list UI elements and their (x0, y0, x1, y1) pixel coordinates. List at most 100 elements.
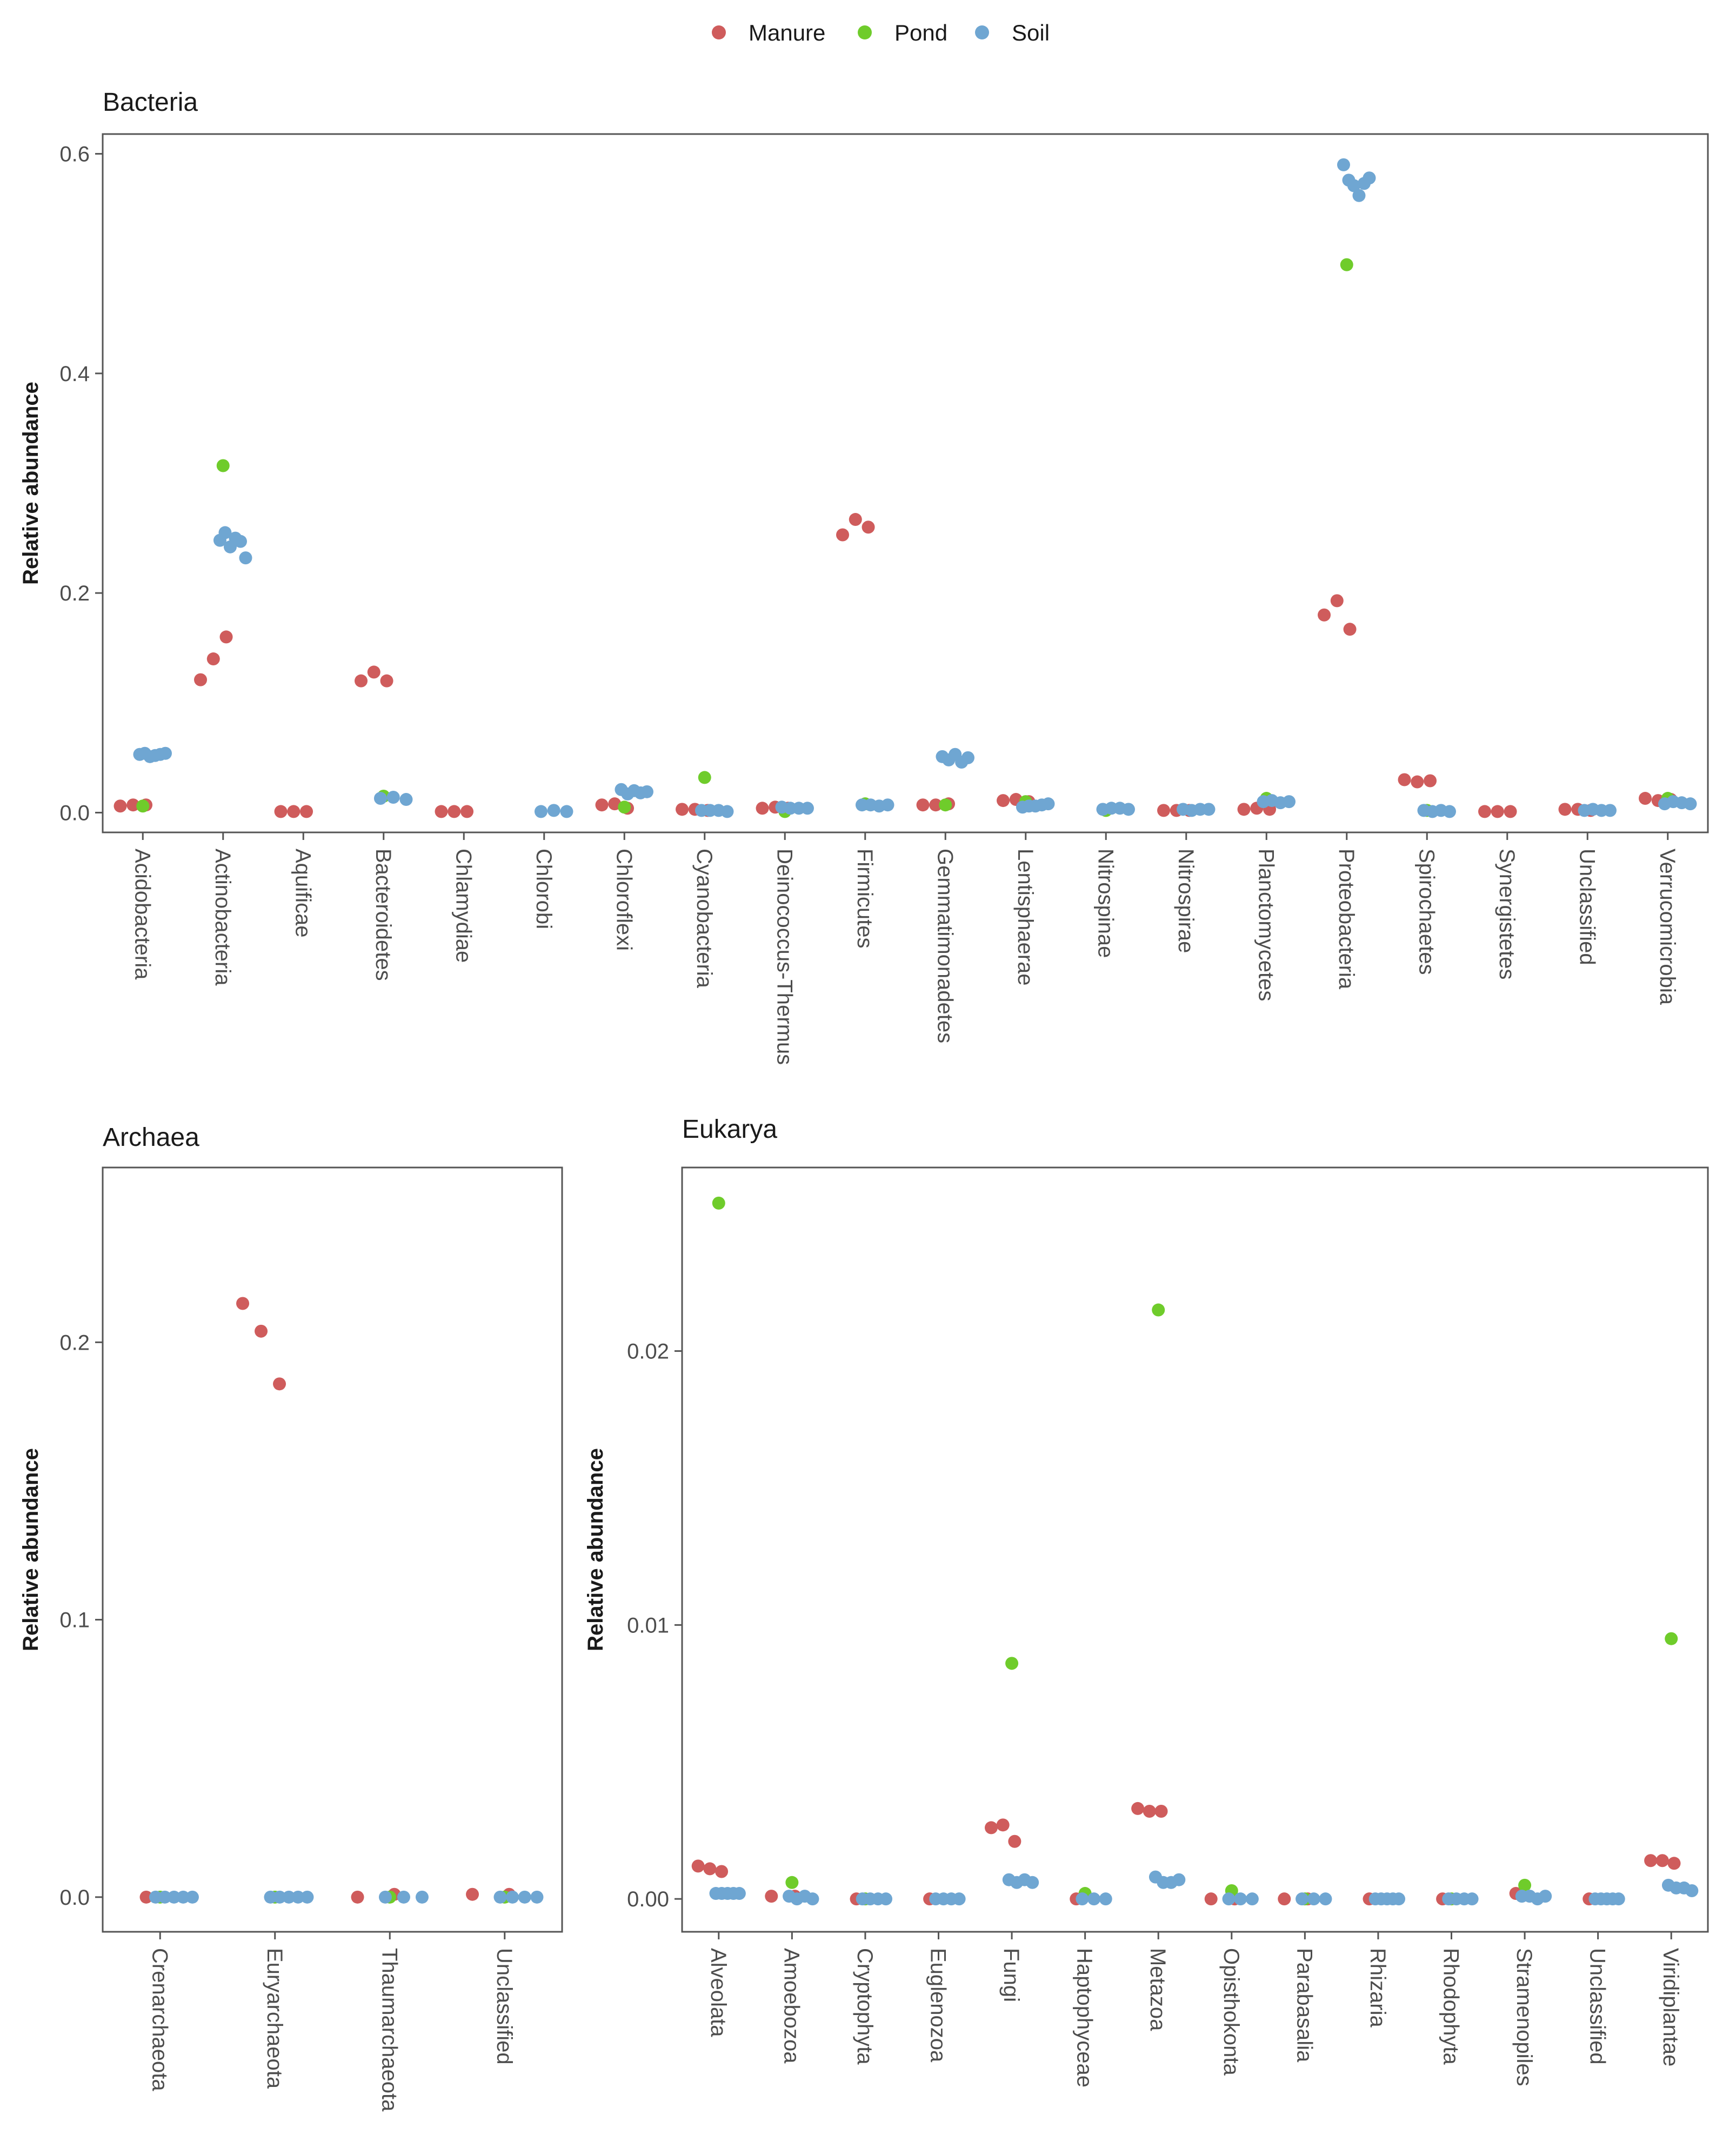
point-manure (756, 802, 769, 815)
point-soil (1307, 1892, 1320, 1906)
point-manure (984, 1821, 998, 1835)
point-soil (282, 1890, 296, 1904)
point-soil (1337, 158, 1350, 171)
y-tick-label: 0.2 (59, 582, 90, 605)
y-axis-title: Relative abundance (19, 382, 43, 585)
y-tick-label: 0.00 (627, 1887, 669, 1911)
point-soil (1222, 1892, 1236, 1906)
category-label: Deinococcus-Thermus (772, 849, 796, 1065)
point-soil (149, 1890, 162, 1904)
point-soil (1465, 1892, 1479, 1906)
category-label: Opisthokonta (1219, 1948, 1243, 2076)
point-soil (1319, 1892, 1332, 1906)
point-soil (233, 535, 247, 548)
category-label: Verrucomicrobia (1655, 849, 1679, 1005)
point-soil (493, 1890, 507, 1904)
point-manure (126, 798, 140, 812)
category-label: Rhodophyta (1439, 1948, 1463, 2065)
category-label: Chlamydiae (451, 849, 475, 963)
category-label: Viridiplantae (1659, 1948, 1682, 2066)
point-manure (194, 673, 208, 686)
point-manure (300, 805, 313, 818)
point-manure (595, 798, 609, 812)
point-manure (715, 1865, 729, 1878)
point-pond (712, 1196, 725, 1210)
point-manure (1143, 1805, 1156, 1818)
legend-key-soil (975, 25, 989, 39)
point-soil (1172, 1873, 1186, 1886)
category-label: Amoebozoa (779, 1948, 803, 2064)
category-label: Cyanobacteria (692, 849, 716, 989)
category-label: Bacteroidetes (371, 849, 395, 981)
point-pond (1340, 258, 1353, 271)
category-label: Euglenozoa (926, 1948, 950, 2063)
point-manure (1667, 1857, 1681, 1870)
y-axis-title: Relative abundance (19, 1448, 43, 1651)
point-manure (836, 528, 850, 542)
point-manure (997, 794, 1010, 808)
point-manure (287, 805, 301, 818)
point-manure (1655, 1854, 1669, 1867)
y-tick-label: 0.4 (59, 362, 90, 386)
point-manure (380, 674, 393, 688)
point-soil (239, 551, 252, 565)
y-tick-label: 0.02 (627, 1340, 669, 1364)
y-tick-label: 0.6 (59, 143, 90, 166)
point-soil (800, 802, 814, 815)
point-soil (1282, 795, 1296, 809)
point-soil (1245, 1892, 1259, 1906)
point-pond (1665, 1632, 1678, 1645)
point-soil (881, 798, 894, 812)
point-soil (952, 1892, 966, 1906)
point-pond (216, 459, 230, 472)
point-soil (291, 1890, 305, 1904)
point-manure (1644, 1854, 1658, 1867)
point-soil (1026, 1876, 1039, 1889)
point-manure (1639, 792, 1652, 805)
point-manure (435, 805, 448, 818)
category-label: Unclassified (492, 1948, 516, 2065)
y-tick-label: 0.0 (59, 801, 90, 825)
y-tick-label: 0.1 (59, 1609, 90, 1632)
point-soil (506, 1890, 519, 1904)
point-manure (113, 799, 127, 813)
point-pond (1005, 1657, 1019, 1670)
point-soil (879, 1892, 893, 1906)
point-manure (1131, 1802, 1145, 1815)
category-label: Fungi (999, 1948, 1023, 2002)
point-soil (640, 785, 653, 798)
category-label: Parabasalia (1292, 1948, 1316, 2063)
point-manure (676, 803, 689, 816)
panel-title: Archaea (103, 1123, 199, 1152)
legend-label-manure: Manure (749, 20, 825, 45)
point-pond (618, 801, 631, 814)
point-soil (373, 792, 387, 805)
point-manure (1491, 805, 1504, 818)
point-manure (1157, 804, 1171, 817)
point-manure (351, 1890, 364, 1904)
plot-frame (102, 1166, 563, 1933)
point-manure (219, 630, 233, 644)
category-label: Synergistetes (1495, 849, 1519, 979)
point-manure (1154, 1805, 1168, 1818)
point-soil (1121, 803, 1135, 816)
category-label: Alveolata (706, 1948, 730, 2037)
point-soil (1076, 1892, 1089, 1906)
point-soil (273, 1890, 286, 1904)
category-label: Nitrospirae (1174, 849, 1198, 953)
point-soil (1234, 1892, 1247, 1906)
category-label: Actinobacteria (211, 849, 235, 986)
point-soil (415, 1890, 429, 1904)
y-tick-label: 0.01 (627, 1613, 669, 1637)
point-soil (167, 1890, 181, 1904)
point-pond (136, 799, 150, 813)
point-soil (806, 1892, 819, 1906)
point-manure (1411, 775, 1424, 789)
point-manure (466, 1887, 479, 1901)
point-manure (448, 805, 461, 818)
category-label: Firmicutes (853, 849, 877, 948)
point-manure (206, 652, 220, 666)
point-pond (939, 798, 952, 812)
panel-title: Eukarya (682, 1115, 777, 1144)
